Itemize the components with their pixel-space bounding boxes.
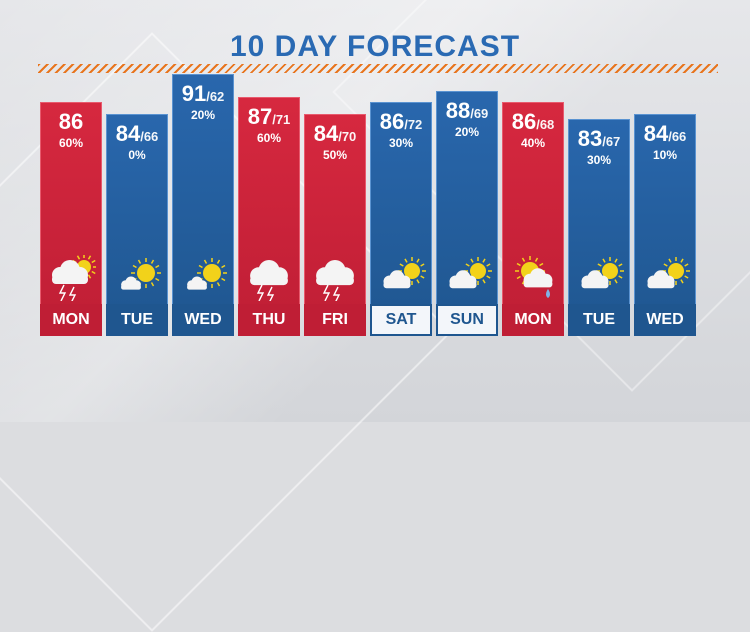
forecast-day-column: 84/70 50% — [304, 113, 366, 336]
precip-chance: 0% — [128, 147, 146, 162]
mostly-sunny-icon — [107, 255, 167, 306]
partly-cloudy-icon — [437, 255, 497, 306]
partly-cloudy-icon — [371, 255, 431, 306]
storm-partly-cloudy-icon — [41, 254, 101, 306]
page-title: 10 DAY FORECAST — [229, 30, 521, 63]
high-temperature: 86 — [379, 109, 405, 135]
title-underline-stripe — [38, 64, 718, 73]
high-temperature: 84 — [313, 120, 339, 146]
partly-cloudy-icon — [635, 255, 695, 306]
storm-cloud-icon — [305, 255, 365, 306]
temperature-readout: 86/68 — [503, 109, 563, 135]
day-label: THU — [238, 304, 300, 336]
storm-cloud-icon — [239, 255, 299, 306]
day-label: WED — [634, 304, 696, 336]
day-label: FRI — [304, 304, 366, 336]
high-temperature: 86 — [58, 109, 84, 135]
temperature-readout: 86 — [41, 109, 101, 135]
precip-chance: 60% — [256, 130, 282, 145]
forecast-day-column: 86 60% — [40, 102, 102, 336]
high-temperature: 84 — [643, 120, 669, 146]
forecast-day-column: 91/62 20% — [172, 74, 234, 336]
low-temperature: /62 — [206, 89, 225, 105]
precip-chance: 30% — [388, 136, 414, 151]
precip-chance: 20% — [454, 125, 480, 140]
low-temperature: /67 — [602, 134, 621, 150]
day-label: MON — [40, 304, 102, 336]
low-temperature: /71 — [272, 111, 291, 127]
precip-chance: 50% — [322, 147, 348, 162]
high-temperature: 88 — [445, 98, 471, 124]
day-label: SAT — [370, 304, 432, 336]
temperature-readout: 91/62 — [173, 81, 233, 107]
forecast-day-column: 87/71 60% — [238, 96, 300, 336]
temperature-readout: 84/66 — [635, 121, 695, 147]
temperature-readout: 88/69 — [437, 98, 497, 124]
temperature-readout: 87/71 — [239, 104, 299, 130]
temperature-readout: 84/70 — [305, 121, 365, 147]
temperature-readout: 83/67 — [569, 126, 629, 152]
forecast-chart: 86 60% MON 84/66 0% TUE 91/62 20% WED 87/71 60%… — [40, 74, 696, 336]
day-label: TUE — [568, 304, 630, 336]
high-temperature: 83 — [577, 126, 603, 152]
day-label: WED — [172, 304, 234, 336]
day-label: TUE — [106, 304, 168, 336]
sun-shower-icon — [503, 255, 563, 306]
temperature-readout: 86/72 — [371, 109, 431, 135]
precip-chance: 40% — [520, 136, 546, 151]
precip-chance: 30% — [586, 153, 612, 168]
partly-cloudy-icon — [569, 255, 629, 306]
forecast-day-column: 84/66 0% — [106, 113, 168, 336]
precip-chance: 60% — [58, 136, 84, 151]
precip-chance: 20% — [190, 108, 216, 123]
forecast-day-column: 84/66 10% — [634, 113, 696, 336]
day-label: SUN — [436, 304, 498, 336]
low-temperature: /66 — [140, 128, 159, 144]
forecast-day-column: 88/69 20% — [436, 91, 498, 336]
forecast-day-column: 86/72 30% — [370, 102, 432, 336]
low-temperature: /66 — [668, 128, 687, 144]
day-label: MON — [502, 304, 564, 336]
precip-chance: 10% — [652, 147, 678, 162]
high-temperature: 84 — [115, 120, 141, 146]
temperature-readout: 84/66 — [107, 121, 167, 147]
high-temperature: 91 — [181, 81, 207, 107]
low-temperature: /68 — [536, 117, 555, 133]
low-temperature: /69 — [470, 106, 489, 122]
low-temperature: /72 — [404, 117, 423, 133]
low-temperature: /70 — [338, 128, 357, 144]
forecast-day-column: 86/68 40% — [502, 102, 564, 336]
mostly-sunny-icon — [173, 255, 233, 306]
high-temperature: 86 — [511, 109, 537, 135]
high-temperature: 87 — [247, 103, 273, 129]
